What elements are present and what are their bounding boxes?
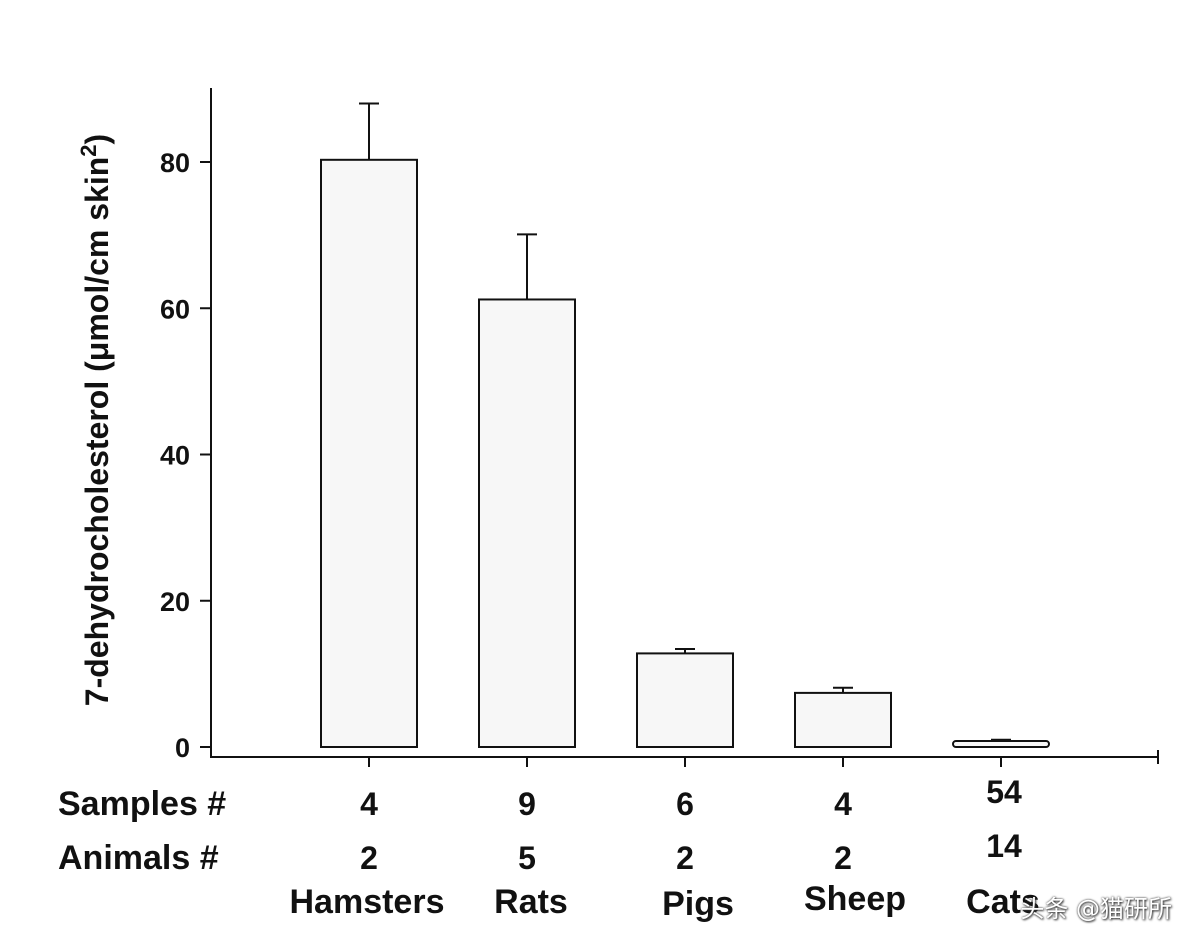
y-tick-label: 20 [160,587,190,617]
bar-hamsters [320,158,418,748]
row-value: 2 [360,840,378,876]
category-label: Hamsters [290,883,445,921]
category-label: Pigs [662,885,734,923]
row-value: 54 [986,774,1022,810]
y-axis-label: 7-dehydrocholesterol (μmol/cm skin2) [76,134,115,706]
category-label: Rats [494,883,568,921]
y-tick-label: 60 [160,294,190,324]
row-label: Animals # [58,839,219,877]
row-value: 4 [360,786,378,822]
bar-rats [478,298,576,748]
y-tick-label: 80 [160,148,190,178]
bar-sheep [794,691,892,749]
row-value: 5 [518,840,536,876]
category-label: Cats [966,883,1040,921]
bar-cats [952,740,1050,748]
row-value: 2 [834,840,852,876]
category-label: Sheep [804,880,906,918]
bar-pigs [636,652,734,749]
row-value: 6 [676,786,694,822]
row-value: 2 [676,840,694,876]
row-value: 9 [518,786,536,822]
y-tick-label: 0 [175,733,190,763]
row-value: 14 [986,828,1022,864]
row-label: Samples # [58,785,226,823]
row-value: 4 [834,786,852,822]
y-tick-label: 40 [160,441,190,471]
watermark: 头条 @猫研所 [1020,895,1172,923]
